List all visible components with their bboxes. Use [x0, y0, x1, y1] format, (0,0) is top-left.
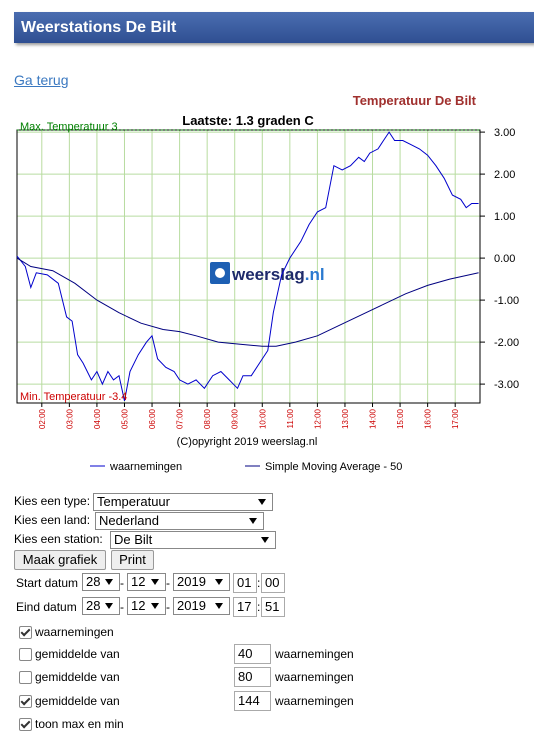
- separator: -: [166, 600, 170, 614]
- field-label: Kies een station:: [14, 532, 103, 546]
- chart-title: Temperatuur De Bilt: [353, 93, 477, 108]
- option-label: gemiddelde van: [35, 694, 120, 708]
- legend-label: Simple Moving Average - 50: [265, 461, 402, 473]
- legend-label: waarnemingen: [109, 461, 182, 473]
- separator: -: [166, 576, 170, 590]
- dropdown[interactable]: 2019: [173, 597, 230, 615]
- text-input[interactable]: 51: [261, 597, 285, 617]
- option-label: gemiddelde van: [35, 670, 120, 684]
- separator: :: [257, 576, 261, 590]
- checkbox[interactable]: [19, 695, 32, 708]
- y-tick-label: -1.00: [494, 295, 519, 307]
- text-input[interactable]: 01: [233, 573, 257, 593]
- y-tick-label: -3.00: [494, 379, 519, 391]
- y-tick-label: 2.00: [494, 169, 515, 181]
- separator: -: [120, 576, 124, 590]
- x-tick-label: 10:00: [258, 408, 267, 429]
- dropdown[interactable]: 12: [127, 573, 166, 591]
- series-line: [16, 257, 479, 347]
- min-annotation: Min. Temperatuur -3.4: [20, 391, 127, 403]
- logo-main: weerslag: [231, 265, 305, 284]
- dropdown[interactable]: 28: [82, 597, 120, 615]
- separator: :: [257, 600, 261, 614]
- y-tick-label: 3.00: [494, 127, 515, 139]
- dropdown[interactable]: Temperatuur: [93, 493, 273, 511]
- field-label: Eind datum: [16, 600, 77, 614]
- y-tick-label: -2.00: [494, 337, 519, 349]
- header-bar: Weerstations De Bilt: [14, 12, 534, 43]
- logo-suffix: .nl: [305, 265, 325, 284]
- x-tick-label: 05:00: [120, 408, 129, 429]
- y-tick-label: 0.00: [494, 253, 515, 265]
- button[interactable]: Maak grafiek: [14, 550, 106, 570]
- logo-icon-dot: [215, 268, 225, 278]
- x-tick-label: 03:00: [65, 408, 74, 429]
- field-label: Start datum: [16, 576, 79, 590]
- y-tick-label: 1.00: [494, 211, 515, 223]
- x-tick-label: 14:00: [369, 408, 378, 429]
- dropdown[interactable]: 2019: [173, 573, 230, 591]
- text-input[interactable]: 80: [234, 667, 271, 687]
- option-unit: waarnemingen: [275, 694, 354, 708]
- x-tick-label: 12:00: [313, 408, 322, 429]
- logo-text: weerslag.nl: [231, 265, 325, 284]
- x-tick-label: 09:00: [231, 408, 240, 429]
- button[interactable]: Print: [111, 550, 154, 570]
- dropdown[interactable]: De Bilt: [110, 531, 276, 549]
- text-input[interactable]: 144: [234, 691, 271, 711]
- field-label: Kies een type:: [14, 494, 91, 508]
- field-label: Kies een land:: [14, 513, 91, 527]
- x-tick-label: 04:00: [93, 408, 102, 429]
- checkbox[interactable]: [19, 626, 32, 639]
- back-link[interactable]: Ga terug: [14, 72, 69, 88]
- option-label: toon max en min: [35, 717, 124, 731]
- x-tick-label: 17:00: [451, 408, 460, 429]
- dropdown[interactable]: 12: [127, 597, 166, 615]
- x-tick-label: 13:00: [341, 408, 350, 429]
- separator: -: [120, 600, 124, 614]
- series-line: [16, 131, 479, 402]
- option-label: waarnemingen: [35, 625, 114, 639]
- option-unit: waarnemingen: [275, 670, 354, 684]
- checkbox[interactable]: [19, 671, 32, 684]
- option-label: gemiddelde van: [35, 647, 120, 661]
- x-tick-label: 08:00: [203, 408, 212, 429]
- chart-subtitle: Laatste: 1.3 graden C: [182, 113, 314, 128]
- dropdown[interactable]: 28: [82, 573, 120, 591]
- x-tick-label: 07:00: [176, 408, 185, 429]
- text-input[interactable]: 00: [261, 573, 285, 593]
- copyright: (C)opyright 2019 weerslag.nl: [177, 436, 318, 448]
- x-tick-label: 16:00: [424, 408, 433, 429]
- x-tick-label: 06:00: [148, 408, 157, 429]
- plot-frame: [16, 129, 481, 404]
- max-annotation: Max. Temperatuur 3: [20, 121, 118, 133]
- text-input[interactable]: 40: [234, 644, 271, 664]
- checkbox[interactable]: [19, 718, 32, 731]
- chart: Temperatuur De Bilt Laatste: 1.3 graden C…: [16, 93, 519, 473]
- x-tick-label: 02:00: [38, 408, 47, 429]
- checkbox[interactable]: [19, 648, 32, 661]
- option-unit: waarnemingen: [275, 647, 354, 661]
- text-input[interactable]: 17: [233, 597, 257, 617]
- x-tick-label: 11:00: [286, 408, 295, 428]
- dropdown[interactable]: Nederland: [95, 512, 264, 530]
- x-tick-label: 15:00: [396, 408, 405, 429]
- header-title: Weerstations De Bilt: [21, 19, 177, 36]
